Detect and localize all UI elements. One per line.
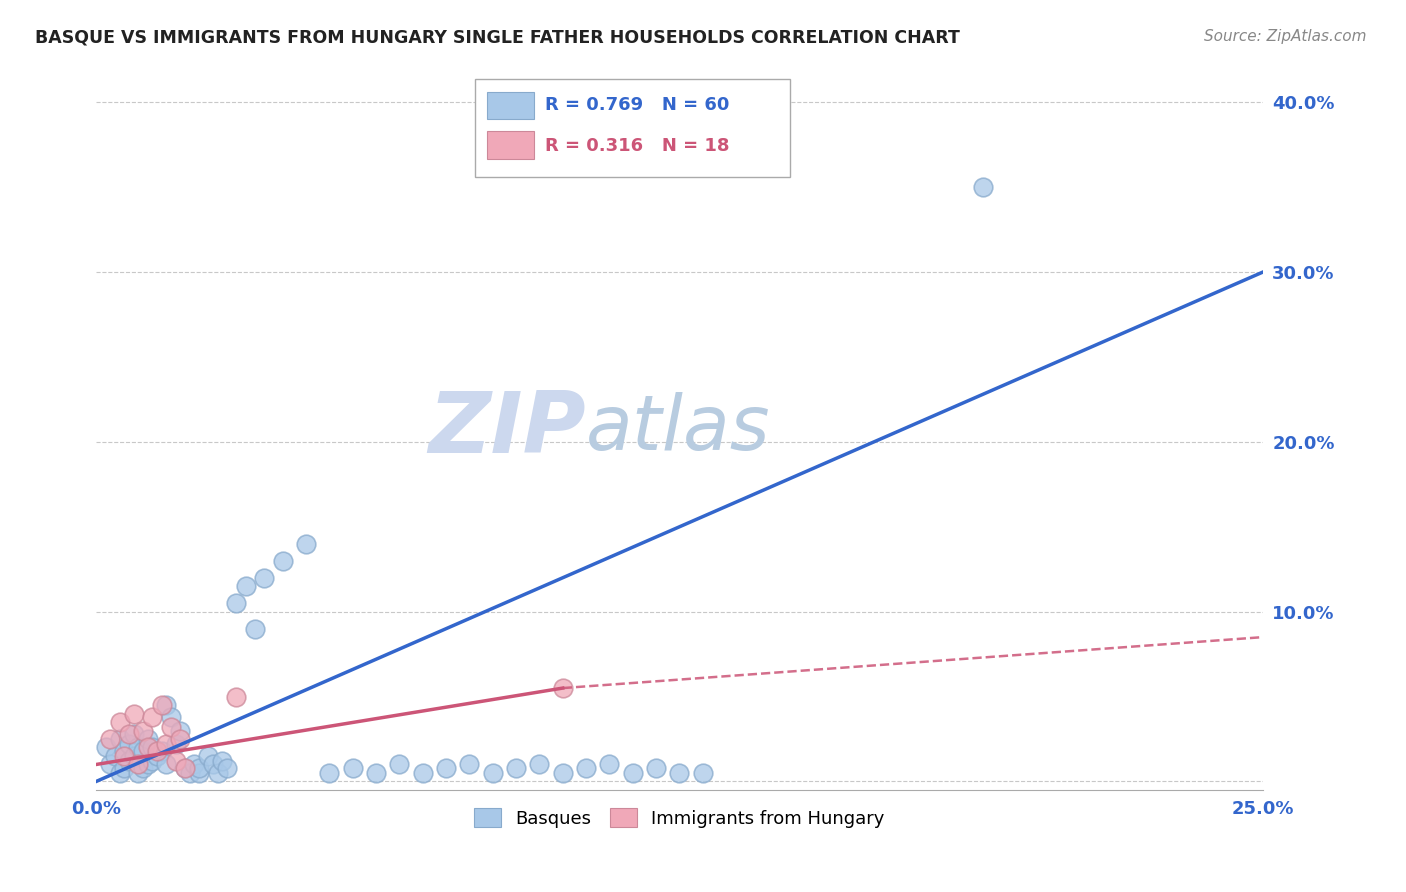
Point <box>136 731 159 746</box>
Point <box>108 731 131 746</box>
Point <box>388 757 411 772</box>
Point <box>972 180 994 194</box>
Point <box>108 714 131 729</box>
Point <box>160 720 183 734</box>
Point <box>197 748 219 763</box>
Point <box>225 596 247 610</box>
Point <box>104 748 127 763</box>
FancyBboxPatch shape <box>475 79 790 177</box>
Point <box>201 757 224 772</box>
Point <box>165 737 187 751</box>
Point <box>187 761 209 775</box>
Point <box>136 757 159 772</box>
Point <box>132 723 155 738</box>
Point <box>434 761 457 775</box>
Point <box>146 748 169 763</box>
Point <box>141 710 163 724</box>
Point <box>295 537 318 551</box>
Point <box>412 766 434 780</box>
Point <box>122 748 145 763</box>
Point <box>668 766 690 780</box>
Point <box>575 761 598 775</box>
Point <box>127 757 149 772</box>
Point <box>366 766 388 780</box>
Point <box>551 681 574 695</box>
FancyBboxPatch shape <box>486 92 534 119</box>
Text: R = 0.769   N = 60: R = 0.769 N = 60 <box>546 96 730 114</box>
Point <box>505 761 527 775</box>
Point <box>112 744 135 758</box>
Point <box>160 710 183 724</box>
Legend: Basques, Immigrants from Hungary: Basques, Immigrants from Hungary <box>467 801 891 835</box>
Point <box>529 757 551 772</box>
Point <box>692 766 714 780</box>
Point <box>141 754 163 768</box>
Point <box>98 731 121 746</box>
Point <box>183 757 205 772</box>
Point <box>150 744 173 758</box>
Point <box>169 731 191 746</box>
Point <box>146 744 169 758</box>
Point <box>112 761 135 775</box>
Point <box>118 737 141 751</box>
Point <box>173 761 195 775</box>
Text: ZIP: ZIP <box>429 388 586 471</box>
Point <box>155 698 177 712</box>
Point <box>112 748 135 763</box>
Text: atlas: atlas <box>586 392 770 467</box>
Point <box>243 622 266 636</box>
Point <box>155 757 177 772</box>
Point <box>118 754 141 768</box>
Point <box>207 766 229 780</box>
Point <box>150 698 173 712</box>
Point <box>141 740 163 755</box>
Point <box>458 757 481 772</box>
Point <box>621 766 644 780</box>
Text: Source: ZipAtlas.com: Source: ZipAtlas.com <box>1204 29 1367 44</box>
Point <box>215 761 238 775</box>
Point <box>211 754 233 768</box>
Point <box>122 706 145 721</box>
Point <box>108 766 131 780</box>
Point <box>225 690 247 704</box>
Point <box>98 757 121 772</box>
Point <box>132 761 155 775</box>
Point <box>169 723 191 738</box>
Point <box>179 766 201 780</box>
Point <box>122 727 145 741</box>
Point <box>136 740 159 755</box>
Point <box>155 737 177 751</box>
Point <box>132 744 155 758</box>
Point <box>645 761 668 775</box>
Point <box>318 766 340 780</box>
Point <box>253 571 276 585</box>
Point <box>342 761 364 775</box>
Point <box>481 766 503 780</box>
Point <box>94 740 117 755</box>
Point <box>598 757 620 772</box>
Point <box>235 579 257 593</box>
Point <box>271 554 294 568</box>
FancyBboxPatch shape <box>486 131 534 159</box>
Point <box>127 766 149 780</box>
Point <box>187 766 209 780</box>
Text: R = 0.316   N = 18: R = 0.316 N = 18 <box>546 136 730 154</box>
Point <box>165 754 187 768</box>
Point <box>551 766 574 780</box>
Point <box>118 727 141 741</box>
Point <box>127 740 149 755</box>
Point <box>173 761 195 775</box>
Text: BASQUE VS IMMIGRANTS FROM HUNGARY SINGLE FATHER HOUSEHOLDS CORRELATION CHART: BASQUE VS IMMIGRANTS FROM HUNGARY SINGLE… <box>35 29 960 46</box>
